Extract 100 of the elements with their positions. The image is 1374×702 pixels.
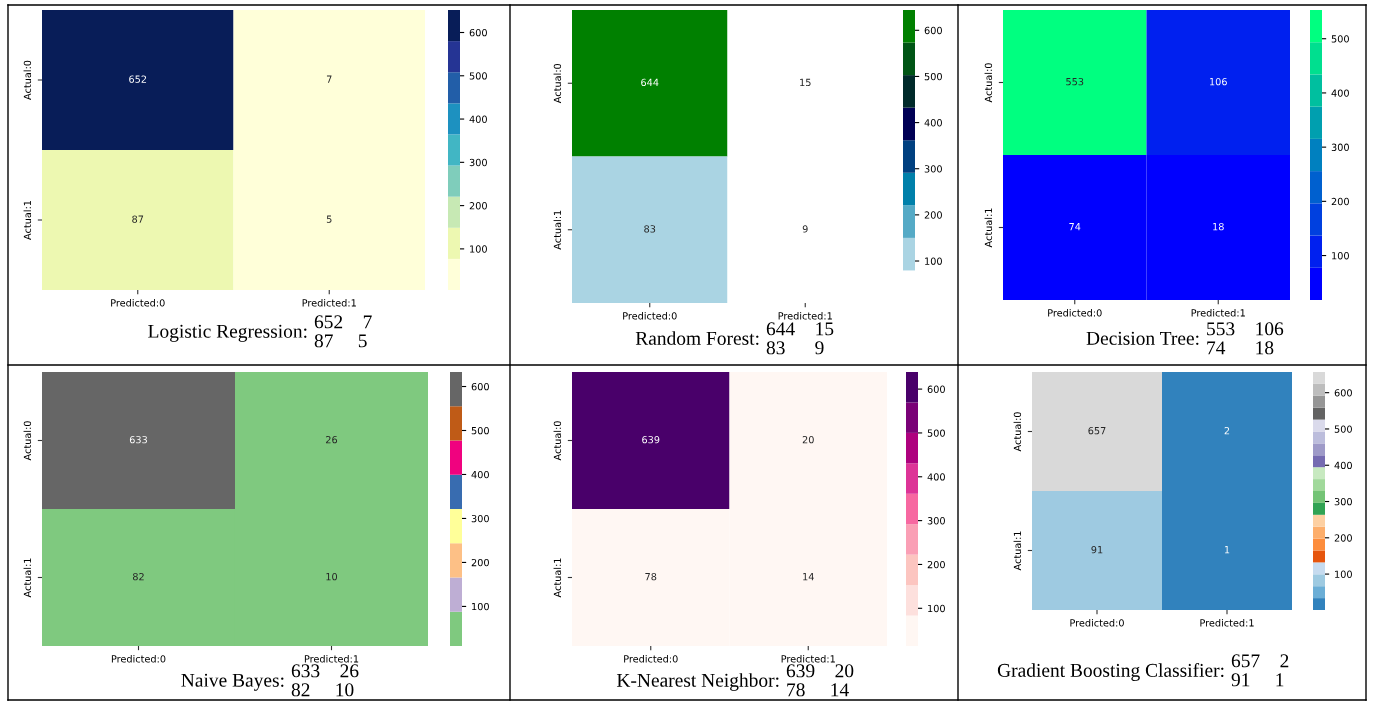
text: 639 20 <box>786 664 854 678</box>
y-tick-label: Actual:0 <box>23 60 32 100</box>
color-bar-label: 200 <box>471 558 489 567</box>
color-bar-label: 500 <box>1331 35 1349 43</box>
data-label: 652 <box>129 75 147 83</box>
color-bar-label: 600 <box>469 28 487 37</box>
data-label: 9 <box>802 225 808 233</box>
color-bar-label: 300 <box>927 517 945 525</box>
color-bar-label: 100 <box>1335 570 1352 578</box>
text: 553 106 <box>1207 322 1284 336</box>
color-bar-label: 500 <box>469 72 487 80</box>
y-tick-label: Actual:1 <box>553 558 562 598</box>
color-bar-label: 500 <box>1334 425 1352 433</box>
color-bar-label: 100 <box>928 604 945 613</box>
y-tick-label: Actual:0 <box>23 421 32 461</box>
data-label: 106 <box>1210 77 1227 86</box>
color-bar-label: 400 <box>471 470 489 479</box>
text: 657 2 <box>1231 654 1289 668</box>
color-bar-label: 600 <box>927 385 945 393</box>
color-bar-label: 200 <box>1334 534 1352 542</box>
y-tick-label: Actual:0 <box>1013 412 1022 452</box>
text: Decision Tree: <box>1086 331 1199 345</box>
data-label: 5 <box>326 215 332 223</box>
data-label: 2 <box>1224 426 1230 435</box>
color-bar-label: 600 <box>924 26 942 35</box>
color-bar-label: 200 <box>469 202 487 210</box>
text: 652 7 <box>314 315 372 329</box>
data-label: 10 <box>326 572 338 581</box>
data-label: 91 <box>1091 545 1103 554</box>
color-bar-label: 600 <box>471 382 489 391</box>
color-bar-label: 400 <box>924 119 942 127</box>
data-label: 78 <box>645 572 657 581</box>
color-bar-label: 300 <box>1334 498 1352 506</box>
color-bar-label: 100 <box>472 602 489 611</box>
y-tick-label: Actual:0 <box>553 63 562 104</box>
data-label: 87 <box>132 215 144 223</box>
color-bar-label: 600 <box>1334 389 1352 397</box>
data-label: 644 <box>641 78 659 87</box>
x-tick-label: Predicted:0 <box>1048 309 1102 317</box>
data-label: 633 <box>129 435 147 444</box>
y-tick-label: Actual:1 <box>984 208 993 248</box>
data-label: 553 <box>1066 77 1084 86</box>
x-tick-label: Predicted:0 <box>111 655 166 663</box>
data-label: 83 <box>644 225 656 233</box>
text: 91 1 <box>1231 673 1284 687</box>
x-tick-label: Predicted:1 <box>781 655 835 663</box>
x-tick-label: Predicted:1 <box>778 312 832 320</box>
color-bar-label: 100 <box>470 245 487 253</box>
text: Random Forest: <box>635 331 759 345</box>
text: Naive Bayes: <box>181 673 284 691</box>
x-tick-label: Predicted:1 <box>1200 619 1254 627</box>
x-tick-label: Predicted:0 <box>111 299 165 307</box>
color-bar-label: 400 <box>927 473 945 481</box>
color-bar-label: 400 <box>469 115 487 123</box>
color-bar-label: 300 <box>924 165 942 173</box>
color-bar-label: 400 <box>1334 461 1352 470</box>
text: 87 5 <box>314 334 367 348</box>
data-label: 74 <box>1069 223 1081 231</box>
data-label: 14 <box>803 573 814 581</box>
data-label: 1 <box>1224 546 1230 554</box>
text: 644 15 <box>766 322 834 336</box>
text: 633 26 <box>291 664 359 678</box>
color-bar-label: 200 <box>1331 197 1349 206</box>
data-label: 26 <box>326 435 338 444</box>
text: 83 9 <box>766 341 824 355</box>
y-tick-label: Actual:1 <box>1013 531 1022 571</box>
x-tick-label: Predicted:1 <box>304 655 359 663</box>
y-tick-label: Actual:1 <box>553 210 562 250</box>
color-bar-label: 300 <box>1331 143 1349 151</box>
color-bar-label: 500 <box>924 72 942 81</box>
x-tick-label: Predicted:0 <box>624 655 678 663</box>
text: Gradient Boosting Classifier: <box>997 663 1224 681</box>
y-tick-label: Actual:0 <box>553 421 562 461</box>
text: 78 14 <box>787 683 849 697</box>
x-tick-label: Predicted:1 <box>302 299 356 307</box>
x-tick-label: Predicted:1 <box>1191 309 1245 317</box>
text: K-Nearest Neighbor: <box>616 673 779 691</box>
text: Logistic Regression: <box>148 324 307 342</box>
data-label: 20 <box>802 435 814 444</box>
data-label: 657 <box>1088 426 1106 435</box>
color-bar-label: 100 <box>1332 252 1349 260</box>
color-bar-label: 100 <box>925 257 942 265</box>
color-bar-label: 200 <box>927 560 945 569</box>
color-bar-label: 400 <box>1331 89 1349 97</box>
y-tick-label: Actual:1 <box>23 200 32 240</box>
data-label: 7 <box>326 75 332 83</box>
data-label: 15 <box>800 78 811 87</box>
data-label: 639 <box>642 435 660 444</box>
color-bar-label: 300 <box>471 514 489 523</box>
color-bar-label: 500 <box>927 429 945 437</box>
color-bar-label: 200 <box>924 211 942 219</box>
data-label: 18 <box>1213 222 1224 231</box>
x-tick-label: Predicted:0 <box>623 312 677 320</box>
y-tick-label: Actual:0 <box>984 63 993 103</box>
y-tick-label: Actual:1 <box>23 558 32 598</box>
color-bar-label: 300 <box>469 158 487 167</box>
color-bar-label: 500 <box>471 426 489 435</box>
x-tick-label: Predicted:0 <box>1070 619 1124 627</box>
data-label: 82 <box>132 572 144 581</box>
text: 74 18 <box>1207 341 1274 355</box>
